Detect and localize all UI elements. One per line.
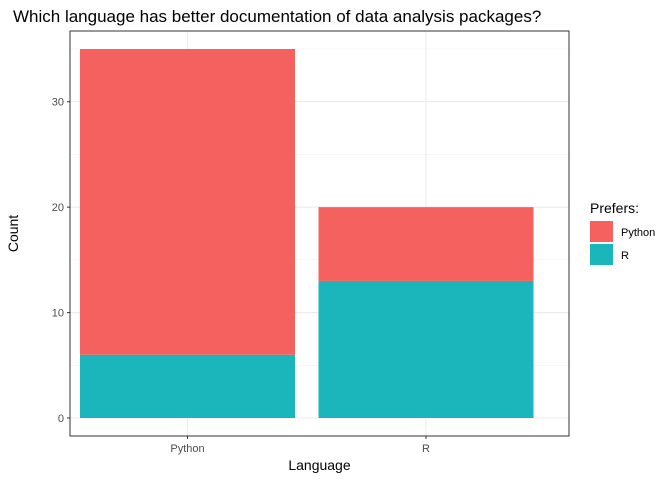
x-axis-title: Language: [288, 457, 351, 473]
y-axis: 0 10 20 30: [52, 97, 70, 425]
x-tick-label: R: [422, 443, 430, 455]
bars: [80, 49, 534, 418]
y-tick-label: 20: [52, 202, 64, 214]
y-tick-label: 0: [58, 413, 64, 425]
y-tick-label: 30: [52, 97, 64, 109]
bar-r-python: [318, 207, 534, 281]
legend-swatch-python: [590, 221, 613, 242]
legend-title: Prefers:: [590, 200, 639, 216]
legend-swatch-r: [590, 244, 613, 265]
legend-label-python: Python: [621, 227, 655, 239]
chart-title: Which language has better documentation …: [13, 7, 541, 26]
bar-python-r: [80, 354, 295, 418]
bar-r-r: [318, 280, 534, 418]
x-axis: Python R: [170, 436, 430, 455]
x-tick-label: Python: [170, 443, 204, 455]
plot-panel-border: [69, 30, 570, 437]
y-axis-title: Count: [5, 215, 21, 252]
y-tick-label: 10: [52, 308, 64, 320]
bar-python-python: [80, 49, 295, 355]
legend: Prefers: Python R: [590, 200, 655, 265]
legend-label-r: R: [621, 250, 629, 262]
